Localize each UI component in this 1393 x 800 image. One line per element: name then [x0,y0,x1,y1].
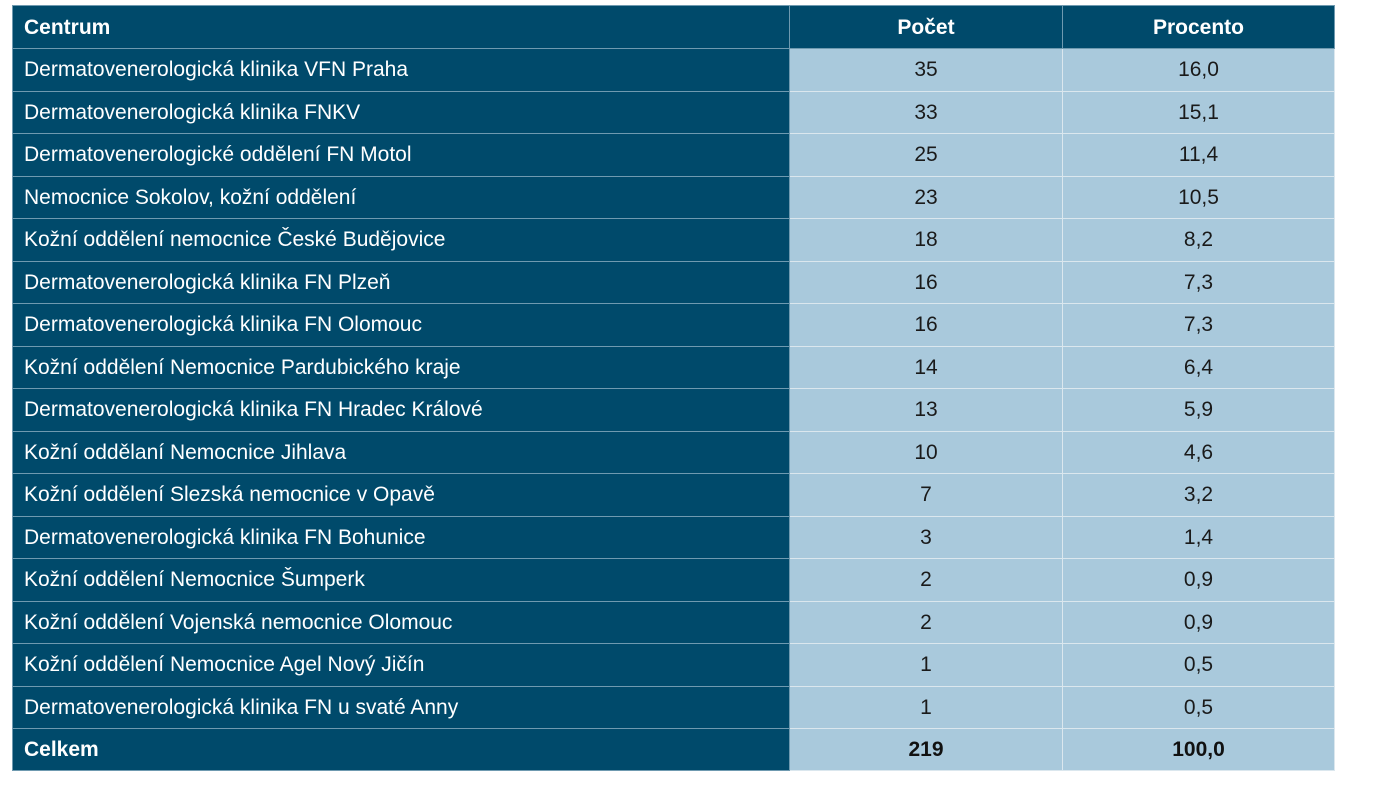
table-row: Kožní oddělení Slezská nemocnice v Opavě… [12,473,1335,517]
total-pocet: 219 [789,728,1063,771]
header-pocet: Počet [789,5,1063,49]
table-body: Dermatovenerologická klinika VFN Praha 35… [12,48,1335,729]
cell-centrum: Kožní oddělení Slezská nemocnice v Opavě [12,473,790,517]
cell-pocet: 7 [789,473,1063,517]
table-row: Dermatovenerologická klinika VFN Praha 35… [12,48,1335,92]
cell-procento: 5,9 [1062,388,1335,432]
table-row: Kožní oddělení Nemocnice Agel Nový Jičín… [12,643,1335,687]
table-row: Dermatovenerologická klinika FN Plzeň 16 7… [12,260,1335,304]
centers-table: Centrum Počet Procento Dermatovenerologi… [12,5,1335,771]
cell-centrum: Kožní oddělení Nemocnice Šumperk [12,558,790,602]
cell-procento: 4,6 [1062,430,1335,474]
total-label: Celkem [12,728,790,771]
cell-procento: 15,1 [1062,90,1335,134]
cell-pocet: 2 [789,600,1063,644]
cell-centrum: Dermatovenerologická klinika FN Olomouc [12,303,790,347]
table-row: Kožní oddělení Vojenská nemocnice Olomou… [12,600,1335,644]
total-procento: 100,0 [1062,728,1335,771]
cell-pocet: 16 [789,260,1063,304]
cell-procento: 0,9 [1062,558,1335,602]
cell-procento: 10,5 [1062,175,1335,219]
table-row: Dermatovenerologická klinika FN u svaté … [12,685,1335,729]
cell-procento: 0,5 [1062,643,1335,687]
table-row: Dermatovenerologická klinika FN Hradec K… [12,388,1335,432]
cell-centrum: Dermatovenerologická klinika FNKV [12,90,790,134]
cell-centrum: Dermatovenerologická klinika FN u svaté … [12,685,790,729]
cell-procento: 0,5 [1062,685,1335,729]
cell-procento: 7,3 [1062,303,1335,347]
cell-procento: 7,3 [1062,260,1335,304]
table-header: Centrum Počet Procento [12,5,1335,49]
cell-centrum: Nemocnice Sokolov, kožní oddělení [12,175,790,219]
cell-centrum: Dermatovenerologická klinika VFN Praha [12,48,790,92]
cell-pocet: 35 [789,48,1063,92]
cell-pocet: 25 [789,133,1063,177]
table-row: Kožní oddělaní Nemocnice Jihlava 10 4,6 [12,430,1335,474]
cell-centrum: Dermatovenerologická klinika FN Plzeň [12,260,790,304]
cell-procento: 11,4 [1062,133,1335,177]
cell-pocet: 1 [789,685,1063,729]
cell-centrum: Kožní oddělení Nemocnice Agel Nový Jičín [12,643,790,687]
cell-pocet: 13 [789,388,1063,432]
table-row: Dermatovenerologická klinika FNKV 33 15,1 [12,90,1335,134]
table-row: Nemocnice Sokolov, kožní oddělení 23 10,5 [12,175,1335,219]
cell-pocet: 33 [789,90,1063,134]
cell-pocet: 23 [789,175,1063,219]
table-row: Kožní oddělení nemocnice České Budějovic… [12,218,1335,262]
cell-pocet: 1 [789,643,1063,687]
centers-table-container: Centrum Počet Procento Dermatovenerologi… [12,5,1335,771]
table-footer: Celkem 219 100,0 [12,728,1335,771]
cell-pocet: 3 [789,515,1063,559]
cell-procento: 1,4 [1062,515,1335,559]
cell-pocet: 16 [789,303,1063,347]
header-procento: Procento [1062,5,1335,49]
header-row: Centrum Počet Procento [12,5,1335,49]
cell-centrum: Dermatovenerologická klinika FN Bohunice [12,515,790,559]
table-row: Dermatovenerologická klinika FN Bohunice… [12,515,1335,559]
cell-procento: 16,0 [1062,48,1335,92]
table-row: Dermatovenerologická klinika FN Olomouc 1… [12,303,1335,347]
cell-procento: 0,9 [1062,600,1335,644]
cell-centrum: Kožní oddělení Vojenská nemocnice Olomou… [12,600,790,644]
cell-pocet: 14 [789,345,1063,389]
table-row: Dermatovenerologické oddělení FN Motol 25… [12,133,1335,177]
table-row: Kožní oddělení Nemocnice Šumperk 2 0,9 [12,558,1335,602]
cell-pocet: 10 [789,430,1063,474]
cell-pocet: 2 [789,558,1063,602]
cell-centrum: Kožní oddělení Nemocnice Pardubického kr… [12,345,790,389]
total-row: Celkem 219 100,0 [12,728,1335,771]
cell-centrum: Kožní oddělení nemocnice České Budějovic… [12,218,790,262]
table-row: Kožní oddělení Nemocnice Pardubického kr… [12,345,1335,389]
cell-pocet: 18 [789,218,1063,262]
cell-procento: 8,2 [1062,218,1335,262]
cell-procento: 3,2 [1062,473,1335,517]
header-centrum: Centrum [12,5,790,49]
cell-centrum: Dermatovenerologické oddělení FN Motol [12,133,790,177]
cell-centrum: Kožní oddělaní Nemocnice Jihlava [12,430,790,474]
cell-centrum: Dermatovenerologická klinika FN Hradec K… [12,388,790,432]
cell-procento: 6,4 [1062,345,1335,389]
